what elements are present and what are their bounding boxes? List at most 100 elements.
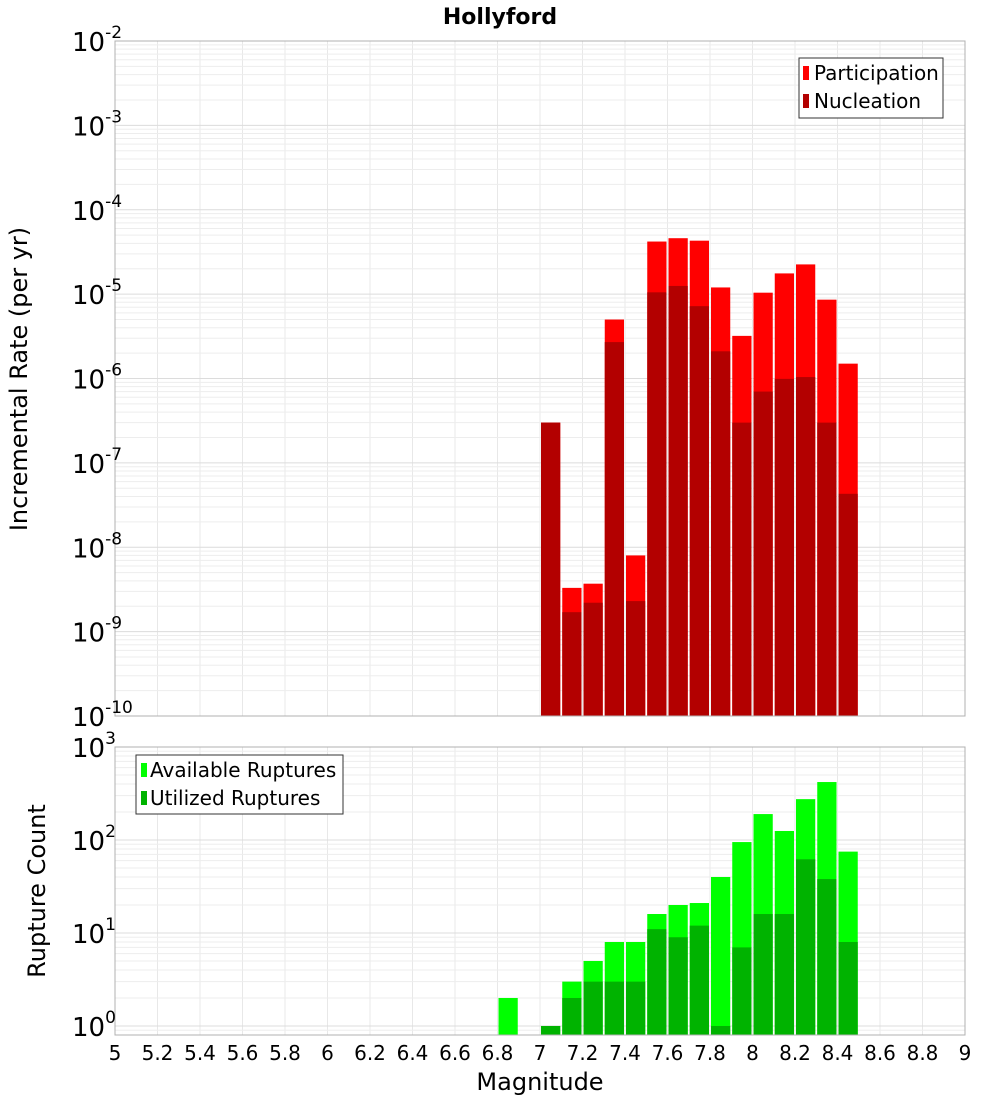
x-tick-label: 8.6 xyxy=(864,1041,896,1065)
bottom-legend: Available Ruptures Utilized Ruptures xyxy=(135,754,344,815)
x-tick-label: 7.6 xyxy=(652,1041,684,1065)
bottom-y-tick-label: 102 xyxy=(72,822,116,857)
top-y-tick-exponent: -9 xyxy=(105,614,122,634)
bottom-panel-frame xyxy=(114,746,966,1036)
bottom-legend-box xyxy=(135,754,344,815)
bottom-bar-available-ruptures xyxy=(498,997,518,1035)
top-y-tick-base: 10 xyxy=(72,28,105,58)
bottom-y-axis-label: Rupture Count xyxy=(23,804,51,978)
x-tick-label: 5 xyxy=(109,1041,122,1065)
top-bar-nucleation xyxy=(838,493,858,716)
bottom-bar-utilized-ruptures xyxy=(817,879,837,1035)
top-bar-nucleation xyxy=(689,306,709,716)
top-y-tick-base: 10 xyxy=(72,366,105,396)
top-y-tick-exponent: -4 xyxy=(105,192,122,212)
bottom-bar-utilized-ruptures xyxy=(711,1025,731,1035)
top-y-tick-exponent: -3 xyxy=(105,107,122,127)
x-tick-label: 6.8 xyxy=(482,1041,514,1065)
x-tick-label: 5.2 xyxy=(142,1041,174,1065)
top-bar-nucleation xyxy=(541,422,561,716)
bottom-bar-utilized-ruptures xyxy=(689,925,709,1035)
top-y-tick-exponent: -2 xyxy=(105,23,122,43)
x-tick-label: 5.8 xyxy=(269,1041,301,1065)
top-y-tick-label: 10-10 xyxy=(72,698,133,733)
x-tick-label: 8 xyxy=(746,1041,759,1065)
top-panel-grid xyxy=(114,40,966,717)
top-y-tick-exponent: -5 xyxy=(105,276,122,296)
bottom-y-tick-label: 103 xyxy=(72,729,116,764)
top-y-tick-exponent: -10 xyxy=(105,698,133,718)
top-y-tick-base: 10 xyxy=(72,197,105,227)
bottom-bar-utilized-ruptures xyxy=(583,981,603,1035)
bottom-bar-utilized-ruptures xyxy=(796,859,816,1035)
x-tick-label: 9 xyxy=(959,1041,972,1065)
bottom-bar-utilized-ruptures xyxy=(541,1025,561,1035)
bottom-y-tick-label: 100 xyxy=(72,1008,116,1043)
top-y-tick-base: 10 xyxy=(72,450,105,480)
top-panel-bars xyxy=(541,238,858,717)
bottom-panel-bars xyxy=(498,782,858,1035)
top-bar-nucleation xyxy=(774,378,794,716)
top-bar-nucleation xyxy=(817,422,837,716)
legend-swatch-available xyxy=(141,763,147,777)
top-y-tick-base: 10 xyxy=(72,619,105,649)
bottom-y-tick-base: 10 xyxy=(72,920,105,950)
bottom-bar-utilized-ruptures xyxy=(668,937,688,1035)
x-tick-label: 6.2 xyxy=(354,1041,386,1065)
legend-label-utilized: Utilized Ruptures xyxy=(150,786,320,810)
top-bar-nucleation xyxy=(604,342,624,716)
x-tick-label: 6.6 xyxy=(439,1041,471,1065)
x-axis-label: Magnitude xyxy=(476,1068,603,1096)
top-y-tick-label: 10-6 xyxy=(72,361,122,396)
bottom-y-tick-label: 101 xyxy=(72,915,116,950)
bottom-bar-utilized-ruptures xyxy=(647,929,667,1035)
top-y-axis-label: Incremental Rate (per yr) xyxy=(5,227,33,531)
top-y-tick-label: 10-8 xyxy=(72,529,122,564)
bottom-bar-available-ruptures xyxy=(711,877,731,1035)
x-tick-label: 7 xyxy=(534,1041,547,1065)
bottom-bar-utilized-ruptures xyxy=(626,981,646,1035)
bottom-bar-utilized-ruptures xyxy=(562,997,582,1035)
top-y-tick-label: 10-2 xyxy=(72,23,122,58)
top-y-tick-label: 10-3 xyxy=(72,107,122,142)
bottom-y-tick-base: 10 xyxy=(72,827,105,857)
top-bar-nucleation xyxy=(626,601,646,716)
top-legend-box xyxy=(798,57,944,119)
top-y-tick-base: 10 xyxy=(72,281,105,311)
top-y-tick-exponent: -6 xyxy=(105,361,122,381)
top-bar-nucleation xyxy=(711,351,731,716)
legend-label-available: Available Ruptures xyxy=(150,758,336,782)
legend-label-participation: Participation xyxy=(814,61,939,85)
legend-label-nucleation: Nucleation xyxy=(814,89,921,113)
top-y-tick-base: 10 xyxy=(72,534,105,564)
bottom-y-tick-exponent: 0 xyxy=(105,1008,116,1028)
top-y-tick-label: 10-4 xyxy=(72,192,122,227)
bottom-bar-utilized-ruptures xyxy=(604,981,624,1035)
x-tick-label: 7.4 xyxy=(609,1041,641,1065)
x-tick-label: 8.8 xyxy=(907,1041,939,1065)
top-bar-nucleation xyxy=(753,391,773,716)
top-legend: Participation Nucleation xyxy=(798,57,944,119)
x-tick-label: 7.2 xyxy=(567,1041,599,1065)
top-y-tick-label: 10-9 xyxy=(72,614,122,649)
x-tick-label: 5.6 xyxy=(227,1041,259,1065)
top-y-tick-label: 10-5 xyxy=(72,276,122,311)
bottom-y-tick-base: 10 xyxy=(72,734,105,764)
top-bar-nucleation xyxy=(796,377,816,716)
legend-swatch-participation xyxy=(803,66,809,80)
bottom-bar-utilized-ruptures xyxy=(774,914,794,1035)
x-tick-labels: 5 5.2 5.4 5.6 5.8 6 6.2 6.4 6.6 6.8 7 7.2 7.4 7.6 7.8 8… xyxy=(109,1041,972,1065)
x-tick-label: 7.8 xyxy=(694,1041,726,1065)
top-y-tick-exponent: -8 xyxy=(105,529,122,549)
top-bar-nucleation xyxy=(647,292,667,716)
x-tick-label: 5.4 xyxy=(184,1041,216,1065)
legend-swatch-nucleation xyxy=(803,94,809,108)
bottom-bar-utilized-ruptures xyxy=(838,942,858,1035)
chart-title: Hollyford xyxy=(443,5,557,30)
top-bar-nucleation xyxy=(583,602,603,716)
bottom-y-tick-base: 10 xyxy=(72,1013,105,1043)
top-y-tick-labels: 10-210-310-410-510-610-710-810-910-10 xyxy=(72,23,133,733)
top-panel-frame xyxy=(114,40,966,717)
bottom-y-tick-exponent: 3 xyxy=(105,729,116,749)
bottom-bar-utilized-ruptures xyxy=(732,947,752,1035)
